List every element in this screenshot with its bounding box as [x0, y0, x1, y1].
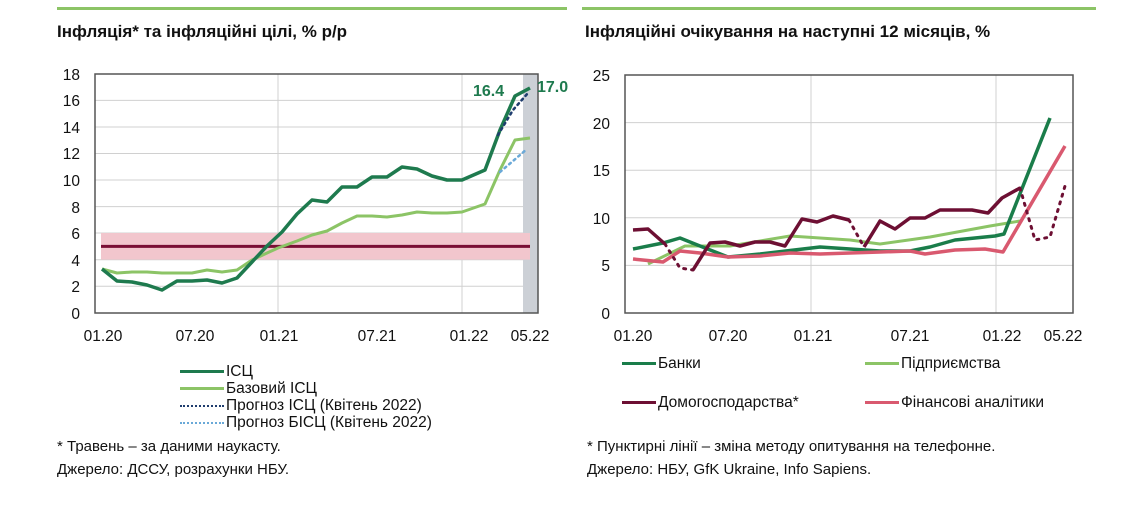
right-chart: 0 5 10 15 20 25 01.20 07.20 01.21 07.21 … [593, 68, 1083, 345]
households-line-1 [632, 227, 667, 246]
svg-text:07.20: 07.20 [709, 328, 748, 345]
svg-text:01.22: 01.22 [983, 328, 1022, 345]
svg-text:05.22: 05.22 [511, 328, 550, 345]
left-plot-frame [94, 73, 539, 314]
left-chart: 16.4 17.0 0 2 4 6 8 10 12 14 16 18 01.20… [63, 67, 568, 345]
legend-households-label: Домогосподарства* [658, 394, 799, 411]
legend-analysts: Фінансові аналітики [865, 394, 1044, 411]
legend-enterprises: Підприємства [865, 355, 1000, 372]
right-top-rule [582, 7, 1096, 10]
svg-text:14: 14 [63, 120, 81, 137]
svg-text:10: 10 [63, 173, 81, 190]
legend-banks-label: Банки [658, 355, 701, 372]
left-chart-title: Інфляція* та інфляційні цілі, % р/р [57, 22, 348, 41]
svg-text:5: 5 [601, 258, 610, 275]
right-x-axis-labels: 01.20 07.20 01.21 07.21 01.22 05.22 [614, 328, 1083, 345]
legend-core-forecast-label: Прогноз БІСЦ (Квітень 2022) [226, 414, 432, 431]
svg-text:01.20: 01.20 [614, 328, 653, 345]
legend-cpi-swatch [180, 370, 224, 374]
svg-text:07.20: 07.20 [176, 328, 215, 345]
households-line-2 [691, 214, 850, 271]
legend-banks-swatch [622, 362, 656, 366]
core-forecast-line [498, 147, 529, 174]
legend-cpi-forecast-label: Прогноз ІСЦ (Квітень 2022) [226, 397, 422, 414]
svg-text:4: 4 [71, 253, 80, 270]
svg-text:16: 16 [63, 93, 80, 110]
left-y-axis-labels: 0 2 4 6 8 10 12 14 16 18 [63, 67, 81, 323]
legend-core-cpi: Базовий ІСЦ [180, 380, 317, 397]
households-dotted-2 [847, 218, 866, 249]
svg-text:0: 0 [601, 306, 610, 323]
right-source: Джерело: НБУ, GfK Ukraine, Info Sapiens. [587, 461, 872, 478]
legend-analysts-label: Фінансові аналітики [901, 394, 1044, 411]
svg-text:6: 6 [71, 226, 80, 243]
svg-text:01.22: 01.22 [450, 328, 489, 345]
legend-households: Домогосподарства* [622, 394, 799, 411]
legend-cpi-label: ІСЦ [226, 363, 253, 380]
svg-text:01.20: 01.20 [84, 328, 123, 345]
svg-text:2: 2 [71, 279, 80, 296]
svg-text:07.21: 07.21 [891, 328, 930, 345]
right-chart-title: Інфляційні очікування на наступні 12 міс… [585, 22, 991, 41]
left-source: Джерело: ДССУ, розрахунки НБУ. [57, 461, 290, 478]
households-dotted-1 [663, 242, 695, 272]
right-footnote: * Пунктирні лінії – зміна методу опитува… [587, 438, 996, 455]
legend-banks: Банки [622, 355, 701, 372]
core-cpi-line [101, 136, 531, 275]
svg-text:15: 15 [593, 163, 610, 180]
svg-text:01.21: 01.21 [260, 328, 299, 345]
legend-analysts-swatch [865, 401, 899, 405]
legend-core-forecast: Прогноз БІСЦ (Квітень 2022) [180, 414, 432, 431]
svg-text:12: 12 [63, 146, 80, 163]
legend-core-forecast-swatch [180, 421, 224, 424]
legend-households-swatch [622, 401, 656, 405]
label-april-cpi: 16.4 [473, 83, 504, 100]
right-plot-frame [624, 74, 1074, 314]
svg-text:10: 10 [593, 211, 611, 228]
households-line-3 [862, 186, 1021, 248]
left-footnote: * Травень – за даними наукасту. [57, 438, 281, 455]
svg-text:01.21: 01.21 [794, 328, 833, 345]
forecast-period-shade [523, 74, 538, 313]
legend-cpi-forecast: Прогноз ІСЦ (Квітень 2022) [180, 397, 422, 414]
svg-text:20: 20 [593, 116, 611, 133]
banks-line [632, 117, 1052, 259]
enterprises-line [647, 219, 1021, 266]
svg-text:07.21: 07.21 [358, 328, 397, 345]
legend-core-cpi-label: Базовий ІСЦ [226, 380, 317, 397]
svg-text:0: 0 [71, 306, 80, 323]
legend-cpi: ІСЦ [180, 363, 253, 380]
left-gridlines [95, 74, 538, 313]
svg-text:18: 18 [63, 67, 80, 84]
right-y-axis-labels: 0 5 10 15 20 25 [593, 68, 611, 323]
analysts-line [632, 145, 1067, 264]
cpi-forecast-line [496, 91, 530, 137]
legend-enterprises-label: Підприємства [901, 355, 1001, 372]
svg-text:05.22: 05.22 [1044, 328, 1083, 345]
label-may-cpi: 17.0 [537, 79, 568, 96]
left-x-axis-labels: 01.20 07.20 01.21 07.21 01.22 05.22 [84, 328, 550, 345]
cpi-line [100, 86, 531, 292]
svg-text:8: 8 [71, 200, 80, 217]
households-dotted-3 [1018, 184, 1067, 242]
svg-text:25: 25 [593, 68, 610, 85]
legend-enterprises-swatch [865, 362, 899, 366]
legend-cpi-forecast-swatch [180, 404, 224, 407]
left-top-rule [57, 7, 567, 10]
legend-core-cpi-swatch [180, 387, 224, 391]
right-gridlines [625, 75, 1073, 313]
